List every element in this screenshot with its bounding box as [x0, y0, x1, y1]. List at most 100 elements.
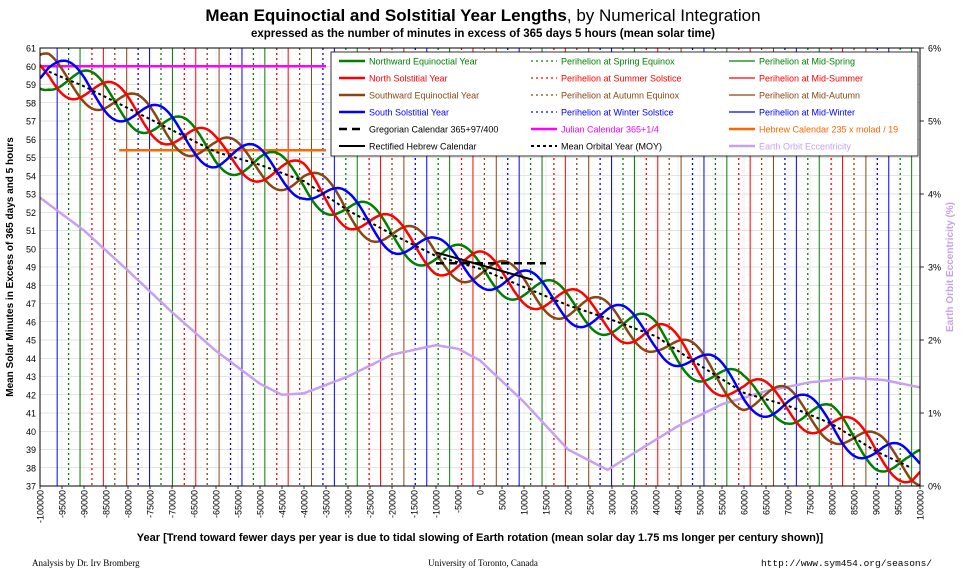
y-tick-label: 50: [26, 244, 36, 254]
y2-tick-label: 3%: [928, 263, 941, 273]
x-tick-label: -70000: [168, 490, 178, 518]
chart-title-rest: , by Numerical Integration: [566, 6, 761, 25]
x-tick-label: 50000: [696, 490, 706, 515]
y2-tick-label: 5%: [928, 117, 941, 127]
x-tick-label: 95000: [894, 490, 904, 515]
y-tick-label: 44: [26, 354, 36, 364]
y-tick-label: 55: [26, 153, 36, 163]
legend-label: Northward Equinoctial Year: [369, 57, 478, 67]
y-tick-label: 45: [26, 336, 36, 346]
legend-label: Perihelion at Mid-Winter: [759, 108, 855, 118]
footer-url[interactable]: http://www.sym454.org/seasons/: [760, 558, 932, 569]
y-tick-label: 53: [26, 190, 36, 200]
legend-label: Earth Orbit Eccentricity: [759, 142, 852, 152]
series-layer: [40, 52, 920, 486]
y-tick-label: 57: [26, 117, 36, 127]
x-tick-label: -40000: [300, 490, 310, 518]
x-axis-label: Year [Trend toward fewer days per year i…: [137, 532, 824, 544]
x-tick-label: -15000: [410, 490, 420, 518]
x-tick-label: 85000: [850, 490, 860, 515]
y-tick-label: 56: [26, 135, 36, 145]
y-tick-label: 54: [26, 171, 36, 181]
legend-label: Rectified Hebrew Calendar: [369, 142, 477, 152]
x-tick-label: -45000: [278, 490, 288, 518]
series-north-solstitial-year: [40, 64, 920, 484]
x-tick-label: 65000: [762, 490, 772, 515]
x-tick-label: 55000: [718, 490, 728, 515]
x-tick-label: 60000: [740, 490, 750, 515]
x-tick-label: 0: [476, 490, 486, 495]
x-tick-label: 70000: [784, 490, 794, 515]
legend-label: Perihelion at Autumn Equinox: [561, 91, 680, 101]
y-tick-label: 58: [26, 98, 36, 108]
legend-box: [330, 51, 919, 157]
y-tick-label: 52: [26, 208, 36, 218]
legend-label: South Solstitial Year: [369, 108, 449, 118]
legend-label: Perihelion at Spring Equinox: [561, 57, 675, 67]
x-tick-label: -25000: [366, 490, 376, 518]
x-tick-label: -80000: [124, 490, 134, 518]
y-tick-label: 46: [26, 317, 36, 327]
y-tick-label: 49: [26, 263, 36, 273]
series-south-solstitial-year: [40, 59, 920, 465]
legend-label: North Solstitial Year: [369, 74, 448, 84]
x-tick-label: -50000: [256, 490, 266, 518]
x-tick-label: 45000: [674, 490, 684, 515]
chart-subtitle: expressed as the number of minutes in ex…: [250, 28, 715, 40]
x-tick-label: 40000: [652, 490, 662, 515]
y2-tick-label: 6%: [928, 44, 941, 54]
x-tick-label: 30000: [608, 490, 618, 515]
x-tick-label: 90000: [872, 490, 882, 515]
y2-tick-label: 2%: [928, 336, 941, 346]
legend-label: Julian Calendar 365+1/4: [561, 125, 659, 135]
legend-label: Perihelion at Winter Solstice: [561, 108, 674, 118]
x-tick-label: -95000: [58, 490, 68, 518]
x-tick-label: 35000: [630, 490, 640, 515]
x-tick-label: 80000: [828, 490, 838, 515]
legend-label: Perihelion at Summer Solstice: [561, 74, 682, 84]
axis-layer: 37 38 39 40 41 42 43 44 45 46 47 48 49 50 51 52 53 54 55 56…: [26, 44, 941, 524]
series-rectified-hebrew-calendar: [435, 251, 534, 281]
x-tick-label: -100000: [36, 490, 46, 523]
legend-label: Perihelion at Mid-Spring: [759, 57, 855, 67]
x-tick-label: -90000: [80, 490, 90, 518]
x-tick-label: 5000: [498, 490, 508, 510]
legend-label: Perihelion at Mid-Autumn: [759, 91, 860, 101]
y-tick-label: 59: [26, 80, 36, 90]
x-tick-label: 20000: [564, 490, 574, 515]
y2-axis-label: Earth Orbit Eccentricity (%): [945, 202, 956, 332]
x-tick-label: 15000: [542, 490, 552, 515]
legend-label: Hebrew Calendar 235 x molad / 19: [759, 125, 898, 135]
y-tick-label: 51: [26, 226, 36, 236]
y2-tick-label: 4%: [928, 190, 941, 200]
x-tick-label: -10000: [432, 490, 442, 518]
series-mean-orbital-year-moy: [48, 70, 912, 469]
x-tick-label: 25000: [586, 490, 596, 515]
x-tick-label: 75000: [806, 490, 816, 515]
y-tick-label: 42: [26, 390, 36, 400]
y2-tick-label: 1%: [928, 409, 941, 419]
legend-label: Gregorian Calendar 365+97/400: [369, 125, 498, 135]
y-tick-label: 37: [26, 482, 36, 492]
y-tick-label: 39: [26, 445, 36, 455]
x-tick-label: 10000: [520, 490, 530, 515]
x-tick-label: 100000: [916, 490, 926, 520]
chart-title: Mean Equinoctial and Solstitial Year Len…: [0, 6, 966, 26]
y-tick-label: 38: [26, 463, 36, 473]
x-tick-label: -20000: [388, 490, 398, 518]
x-tick-label: -85000: [102, 490, 112, 518]
x-tick-label: -60000: [212, 490, 222, 518]
y-tick-label: 61: [26, 44, 36, 54]
x-tick-label: -30000: [344, 490, 354, 518]
footer-author: Analysis by Dr. Irv Bromberg: [32, 558, 140, 568]
footer-university: University of Toronto, Canada: [428, 558, 538, 568]
y-tick-label: 60: [26, 62, 36, 72]
x-tick-label: -55000: [234, 490, 244, 518]
y-axis-label: Mean Solar Minutes in Excess of 365 days…: [5, 137, 16, 397]
legend: Northward Equinoctial Year Perihelion at …: [330, 51, 919, 157]
x-tick-label: -75000: [146, 490, 156, 518]
title-block: Mean Equinoctial and Solstitial Year Len…: [0, 6, 966, 40]
x-tick-label: -5000: [454, 490, 464, 513]
legend-label: Perihelion at Mid-Summer: [759, 74, 863, 84]
y-tick-label: 47: [26, 299, 36, 309]
